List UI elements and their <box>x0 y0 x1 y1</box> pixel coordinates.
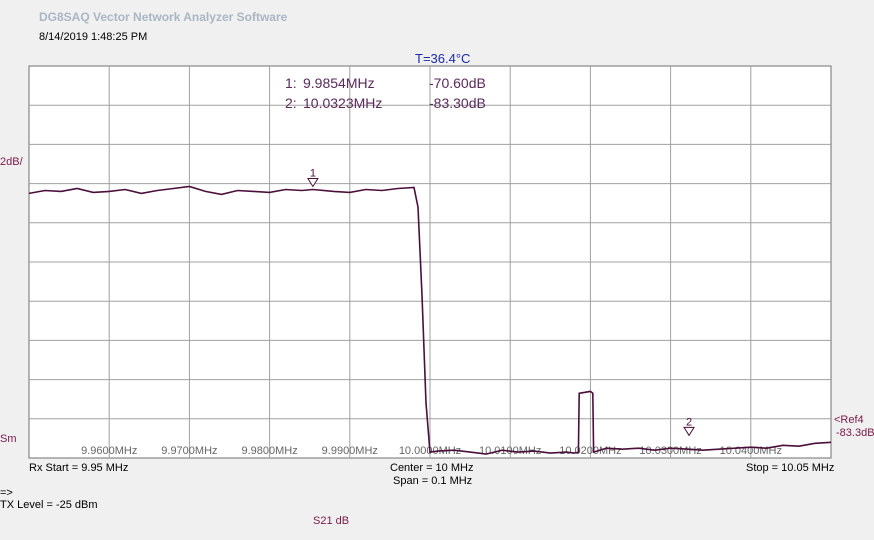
x-tick-label: 9.9600MHz <box>81 445 137 457</box>
marker-readout-label: 1: <box>285 75 297 91</box>
series-trace <box>28 185 832 455</box>
marker-readout-value: -70.60dB <box>429 75 486 91</box>
tx-level-label: TX Level = -25 dBm <box>0 499 98 511</box>
x-tick-label: 9.9700MHz <box>161 445 217 457</box>
marker-triangle <box>307 177 319 188</box>
marker-readout-frequency: 9.9854MHz <box>303 75 375 91</box>
timestamp: 8/14/2019 1:48:25 PM <box>39 31 148 43</box>
temperature-readout: T=36.4°C <box>415 51 471 66</box>
scale-label: 2dB/ <box>0 156 23 168</box>
reference-label: <Ref4 <box>834 414 864 426</box>
reference-value: -83.3dB <box>836 427 874 439</box>
arrow-label: => <box>0 487 13 499</box>
app-title: DG8SAQ Vector Network Analyzer Software <box>39 10 288 24</box>
span-label: Span = 0.1 MHz <box>393 475 473 487</box>
stop-label: Stop = 10.05 MHz <box>746 462 835 474</box>
trace-format-label: Sm <box>0 433 17 445</box>
x-tick-label: 10.0300MHz <box>639 445 701 457</box>
marker-readout-frequency: 10.0323MHz <box>303 95 382 111</box>
rx-start-label: Rx Start = 9.95 MHz <box>29 462 129 474</box>
marker-readout-value: -83.30dB <box>429 95 486 111</box>
center-label: Center = 10 MHz <box>390 462 474 474</box>
marker-number: 2 <box>686 416 692 428</box>
x-tick-label: 10.0200MHz <box>559 445 621 457</box>
x-tick-label: 9.9800MHz <box>241 445 297 457</box>
marker-number: 1 <box>310 167 316 179</box>
x-tick-label: 9.9900MHz <box>322 445 378 457</box>
marker-triangle <box>683 426 695 437</box>
marker-readout-label: 2: <box>285 95 297 111</box>
trace-name-label: S21 dB <box>313 515 350 527</box>
